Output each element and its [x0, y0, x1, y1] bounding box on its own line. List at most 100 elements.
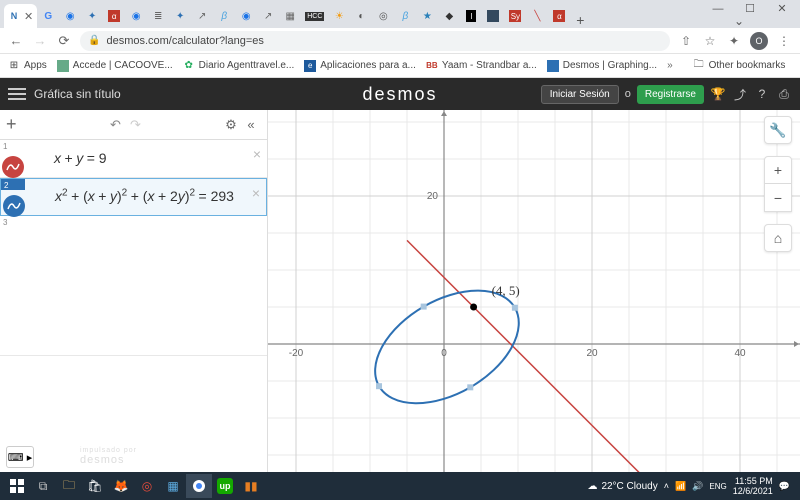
- settings-icon[interactable]: ⚙: [221, 117, 241, 133]
- window-controls: — ☐ ✕: [708, 2, 792, 15]
- trophy-icon[interactable]: 🏆: [710, 87, 726, 101]
- back-button[interactable]: ←: [8, 33, 24, 48]
- bookmark-overflow[interactable]: »: [667, 60, 673, 71]
- browser-tab[interactable]: ◆: [438, 4, 460, 28]
- bookmark-item[interactable]: BBYaam - Strandbar a...: [426, 60, 537, 72]
- browser-tab[interactable]: ☀: [328, 4, 350, 28]
- help-icon[interactable]: ?: [754, 87, 770, 101]
- browser-tab[interactable]: ≣: [147, 4, 169, 28]
- browser-tab[interactable]: l: [460, 4, 482, 28]
- tab-dropdown-icon[interactable]: ⌄: [732, 14, 746, 28]
- redo-button[interactable]: ↷: [126, 117, 146, 133]
- reload-button[interactable]: ⟳: [56, 33, 72, 49]
- store-icon[interactable]: 🛍: [82, 474, 108, 498]
- taskview-icon[interactable]: ⧉: [30, 474, 56, 498]
- browser-tab[interactable]: ◉: [59, 4, 81, 28]
- tray-network-icon[interactable]: 📶: [675, 481, 686, 492]
- browser-tab[interactable]: ✦: [169, 4, 191, 28]
- browser-tab[interactable]: α: [103, 4, 125, 28]
- browser-tab[interactable]: α: [548, 4, 570, 28]
- extension-icon[interactable]: ✦: [726, 34, 742, 48]
- expression-content[interactable]: x2 + (x + y)2 + (x + 2y)2 = 293: [25, 180, 266, 214]
- tab-close-icon[interactable]: ✕: [24, 10, 33, 23]
- watermark: impulsado por desmos: [80, 447, 137, 466]
- bookmark-item[interactable]: Desmos | Graphing...: [547, 60, 657, 72]
- browser-tab[interactable]: ↗: [191, 4, 213, 28]
- calculator-icon[interactable]: ▦: [160, 474, 186, 498]
- expression-row[interactable]: 1 x + y = 9 ×: [0, 140, 267, 178]
- bookmark-item[interactable]: ✿Diario Agenttravel.e...: [183, 60, 295, 72]
- print-icon[interactable]: ⎙: [776, 87, 792, 102]
- browser-tab-active[interactable]: N ✕: [4, 4, 37, 28]
- profile-avatar[interactable]: O: [750, 32, 768, 50]
- lock-icon: 🔒: [88, 35, 100, 46]
- browser-tab[interactable]: ◉: [125, 4, 147, 28]
- add-expression-button[interactable]: +: [6, 114, 30, 135]
- zoom-out-button[interactable]: −: [764, 184, 792, 212]
- expression-color-icon[interactable]: [2, 156, 24, 178]
- share-icon[interactable]: ⇧: [678, 34, 694, 48]
- tray-chevron-icon[interactable]: ˄: [664, 481, 669, 491]
- browser-tab[interactable]: [482, 4, 504, 28]
- signup-button[interactable]: Registrarse: [637, 85, 704, 104]
- window-minimize[interactable]: —: [708, 3, 728, 15]
- apps-button[interactable]: ⊞Apps: [8, 60, 47, 72]
- zoom-in-button[interactable]: +: [764, 156, 792, 184]
- login-button[interactable]: Iniciar Sesión: [541, 85, 619, 104]
- graph-area[interactable]: -200204060-202040(4, 5) 🔧 + − ⌂: [268, 110, 800, 472]
- app-icon[interactable]: ▮▮: [238, 474, 264, 498]
- expression-list: 1 x + y = 9 × 2 x2 + (x + y)2 + (x + 2y)…: [0, 140, 267, 472]
- browser-tab[interactable]: ▦: [279, 4, 301, 28]
- forward-button[interactable]: →: [32, 33, 48, 48]
- browser-tab[interactable]: ↗: [257, 4, 279, 28]
- expression-row-empty[interactable]: 3: [0, 216, 267, 356]
- window-close[interactable]: ✕: [772, 2, 792, 15]
- menu-icon[interactable]: ⋮: [776, 34, 792, 48]
- address-bar[interactable]: 🔒 desmos.com/calculator?lang=es: [80, 31, 670, 51]
- browser-tab[interactable]: β: [394, 4, 416, 28]
- expression-content[interactable]: x + y = 9: [24, 142, 267, 176]
- browser-tab[interactable]: ✦: [81, 4, 103, 28]
- firefox-icon[interactable]: 🦊: [108, 474, 134, 498]
- home-button[interactable]: ⌂: [764, 224, 792, 252]
- collapse-panel-button[interactable]: «: [241, 117, 261, 132]
- tray-volume-icon[interactable]: 🔊: [692, 481, 703, 492]
- browser-tab[interactable]: ◎: [372, 4, 394, 28]
- expression-index: 1: [0, 140, 24, 151]
- browser-tab[interactable]: ◐: [350, 4, 372, 28]
- delete-expression-icon[interactable]: ×: [252, 185, 260, 201]
- browser-tab[interactable]: ★: [416, 4, 438, 28]
- keyboard-toggle[interactable]: ⌨ ▸: [6, 446, 34, 468]
- graph-canvas[interactable]: -200204060-202040(4, 5): [268, 110, 800, 472]
- tray-lang-icon[interactable]: ENG: [709, 482, 726, 491]
- browser-tab[interactable]: ╲: [526, 4, 548, 28]
- graph-title[interactable]: Gráfica sin título: [34, 87, 121, 101]
- browser-tab[interactable]: ◉: [235, 4, 257, 28]
- expression-color-icon[interactable]: [3, 195, 25, 217]
- start-button[interactable]: [4, 474, 30, 498]
- menu-button[interactable]: [8, 88, 26, 100]
- other-bookmarks[interactable]: 🗀Other bookmarks: [693, 60, 786, 72]
- bookmark-item[interactable]: eAplicaciones para a...: [304, 60, 416, 72]
- explorer-icon[interactable]: 🗀: [56, 474, 82, 498]
- notifications-icon[interactable]: 💬: [779, 481, 790, 492]
- wrench-button[interactable]: 🔧: [764, 116, 792, 144]
- bookmark-item[interactable]: Accede | CACOOVE...: [57, 60, 173, 72]
- upwork-icon[interactable]: up: [212, 474, 238, 498]
- star-icon[interactable]: ☆: [702, 34, 718, 48]
- browser-tab[interactable]: HCC: [301, 4, 328, 28]
- window-maximize[interactable]: ☐: [740, 2, 760, 15]
- new-tab-button[interactable]: +: [570, 12, 590, 28]
- weather-widget[interactable]: ☁ 22°C Cloudy: [587, 481, 657, 492]
- browser-tab[interactable]: β: [213, 4, 235, 28]
- app-icon[interactable]: ◎: [134, 474, 160, 498]
- browser-tab[interactable]: G: [37, 4, 59, 28]
- delete-expression-icon[interactable]: ×: [253, 146, 261, 162]
- undo-button[interactable]: ↶: [106, 117, 126, 133]
- bookmark-icon: ✿: [183, 60, 195, 72]
- share-icon[interactable]: ⤴: [732, 86, 748, 103]
- browser-tab[interactable]: Sy: [504, 4, 526, 28]
- expression-row[interactable]: 2 x2 + (x + y)2 + (x + 2y)2 = 293 ×: [0, 178, 267, 216]
- chrome-icon[interactable]: [186, 474, 212, 498]
- tray-clock[interactable]: 11:55 PM 12/6/2021: [733, 476, 773, 496]
